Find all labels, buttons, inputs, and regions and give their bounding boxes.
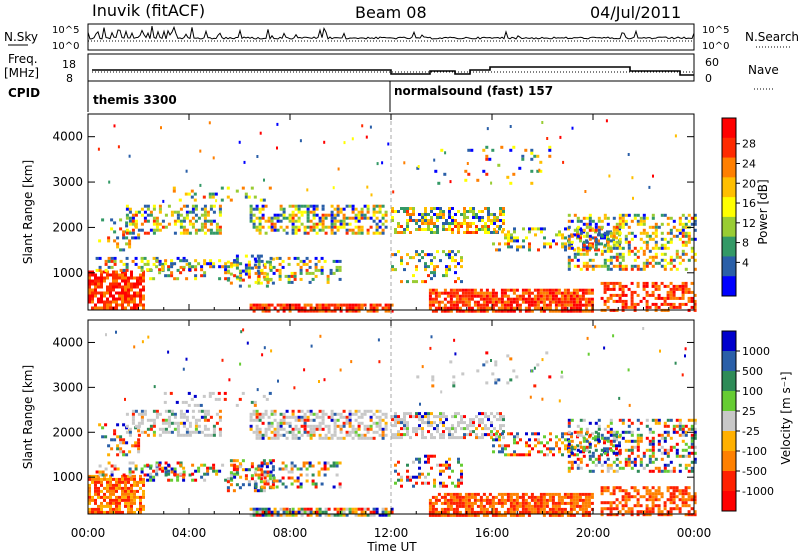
colorbar-swatch — [722, 197, 736, 218]
colorbar-tick-label: 500 — [742, 365, 763, 378]
colorbar-swatch — [722, 491, 736, 512]
y-tick-label: 4000 — [52, 335, 83, 349]
colorbar-swatch — [722, 391, 736, 412]
power-colorbar-label: Power [dB] — [756, 179, 770, 244]
cpid-segment-2: normalsound (fast) 157 — [394, 84, 553, 98]
colorbar-swatch — [722, 236, 736, 257]
x-axis-label: Time UT — [366, 540, 417, 554]
colorbar-swatch — [722, 256, 736, 277]
power-heatmap — [88, 119, 697, 313]
beam-title: Beam 08 — [355, 3, 427, 22]
colorbar-tick-label: 20 — [742, 177, 756, 190]
colorbar-tick-label: 25 — [742, 405, 756, 418]
colorbar-swatch — [722, 331, 736, 352]
nave-tick-bottom: 0 — [705, 72, 712, 85]
nsky-trace — [87, 25, 695, 42]
y-tick-label: 1000 — [52, 266, 83, 280]
cpid-label: CPID — [8, 86, 40, 100]
cpid-segment-1: themis 3300 — [93, 93, 177, 107]
colorbar-tick-label: -1000 — [742, 485, 774, 498]
x-axis: 00:00 04:00 08:00 12:00 16:00 20:00 00:00 — [71, 114, 712, 540]
velocity-y-ticks: 1000 2000 3000 4000 — [52, 335, 694, 484]
nsearch-tick-bottom: 10^0 — [702, 41, 729, 52]
colorbar-tick-label: 16 — [742, 197, 756, 210]
x-tick-label: 12:00 — [374, 526, 409, 540]
nave-tick-top: 60 — [705, 56, 719, 69]
freq-tick-bottom: 8 — [66, 72, 73, 85]
station-title: Inuvik (fitACF) — [92, 1, 205, 20]
y-tick-label: 3000 — [52, 175, 83, 189]
colorbar-swatch — [722, 371, 736, 392]
freq-tick-top: 18 — [62, 58, 76, 71]
nsearch-tick-top: 10^5 — [702, 25, 729, 36]
x-tick-label: 20:00 — [576, 526, 611, 540]
colorbar-tick-label: -25 — [742, 425, 760, 438]
power-colorbar: 28 24 20 16 12 8 4 — [721, 117, 756, 297]
colorbar-swatch — [722, 276, 736, 297]
x-tick-label: 04:00 — [172, 526, 207, 540]
nsearch-label: N.Search — [745, 30, 799, 44]
colorbar-swatch — [722, 411, 736, 432]
colorbar-tick-label: 1000 — [742, 345, 770, 358]
power-y-label: Slant Range [km] — [21, 160, 35, 264]
colorbar-tick-label: 8 — [742, 237, 749, 250]
velocity-y-label: Slant Range [km] — [21, 365, 35, 469]
colorbar-tick-label: 24 — [742, 157, 756, 170]
colorbar-tick-label: 100 — [742, 385, 763, 398]
colorbar-tick-label: -500 — [742, 465, 767, 478]
colorbar-swatch — [722, 351, 736, 372]
date-title: 04/Jul/2011 — [590, 3, 681, 22]
colorbar-swatch — [722, 157, 736, 178]
colorbar-swatch — [722, 431, 736, 452]
x-tick-label: 00:00 — [677, 526, 712, 540]
nsky-label: N.Sky — [4, 30, 38, 44]
freq-label: Freq. — [8, 52, 38, 66]
power-panel: 1000 2000 3000 4000 Slant Range [km] — [21, 113, 697, 313]
nsky-tick-bottom: 10^0 — [52, 41, 79, 52]
velocity-colorbar: 1000 500 100 25 -25 -100 -500 -1000 — [721, 330, 774, 512]
y-tick-label: 2000 — [52, 220, 83, 234]
freq-unit: [MHz] — [4, 66, 39, 80]
colorbar-tick-label: 12 — [742, 217, 756, 230]
colorbar-tick-label: -100 — [742, 445, 767, 458]
colorbar-swatch — [722, 177, 736, 198]
colorbar-tick-label: 4 — [742, 256, 749, 269]
colorbar-swatch — [722, 471, 736, 492]
nsky-tick-top: 10^5 — [52, 25, 79, 36]
colorbar-swatch — [722, 216, 736, 238]
nsky-panel — [87, 23, 695, 51]
nave-label: Nave — [748, 63, 779, 77]
colorbar-swatch — [722, 451, 736, 472]
power-y-ticks: 1000 2000 3000 4000 — [52, 130, 694, 280]
colorbar-swatch — [722, 137, 736, 159]
velocity-heatmap — [88, 325, 697, 517]
parameter-panels: N.Sky 10^5 10^0 10^5 10^0 N.Search Freq.… — [4, 23, 799, 112]
velocity-panel: 1000 2000 3000 4000 Slant Range [km] — [21, 319, 697, 517]
y-tick-label: 2000 — [52, 425, 83, 439]
velocity-colorbar-label: Velocity [m s⁻¹] — [779, 371, 793, 464]
colorbar-swatch — [722, 118, 736, 139]
colorbar-tick-label: 28 — [742, 138, 756, 151]
x-tick-label: 00:00 — [71, 526, 106, 540]
y-tick-label: 1000 — [52, 470, 83, 484]
freq-trace — [92, 66, 694, 76]
x-tick-label: 08:00 — [273, 526, 308, 540]
x-tick-label: 16:00 — [475, 526, 510, 540]
y-tick-label: 4000 — [52, 130, 83, 144]
y-tick-label: 3000 — [52, 380, 83, 394]
